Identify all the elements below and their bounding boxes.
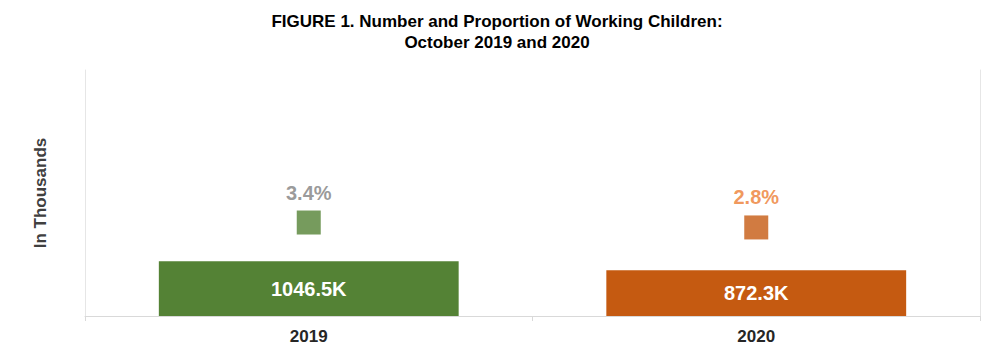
svg-text:October 2019 and 2020: October 2019 and 2020 [404, 33, 589, 52]
svg-text:FIGURE 1. Number and Proportio: FIGURE 1. Number and Proportion of Worki… [271, 12, 722, 31]
svg-text:2020: 2020 [737, 327, 775, 346]
svg-text:2.8%: 2.8% [733, 186, 779, 208]
svg-text:In Thousands: In Thousands [31, 138, 50, 249]
svg-text:1046.5K: 1046.5K [271, 278, 347, 300]
svg-text:3.4%: 3.4% [286, 182, 332, 204]
svg-text:872.3K: 872.3K [724, 282, 789, 304]
svg-text:2019: 2019 [290, 327, 328, 346]
